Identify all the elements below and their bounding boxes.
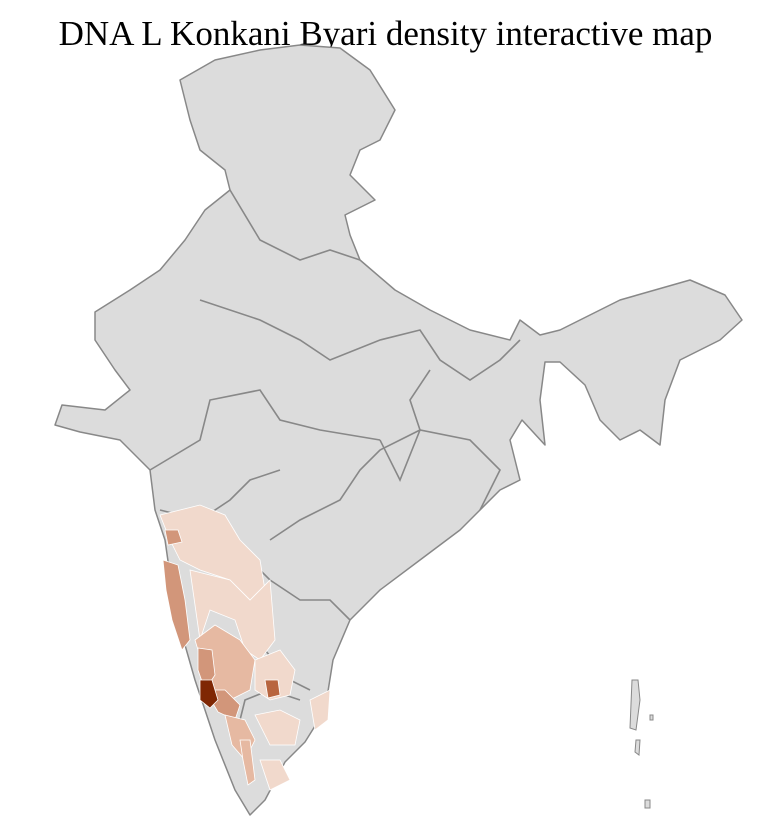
- andaman-islands: [629, 679, 654, 809]
- island[interactable]: [634, 739, 641, 756]
- india-outline: [54, 44, 743, 816]
- island[interactable]: [649, 714, 654, 721]
- district-density-0[interactable]: [309, 689, 331, 731]
- district-density-3[interactable]: [264, 679, 281, 699]
- state-border: [199, 299, 521, 381]
- district-density-2[interactable]: [164, 529, 183, 546]
- district-density-2[interactable]: [162, 559, 191, 651]
- state-border: [269, 429, 501, 541]
- state-border: [149, 389, 381, 471]
- density-districts: [159, 504, 331, 791]
- district-density-0[interactable]: [259, 759, 291, 791]
- district-density-0[interactable]: [254, 709, 301, 746]
- district-density-1[interactable]: [239, 739, 256, 786]
- state-border: [249, 559, 351, 621]
- map-title: DNA L Konkani Byari density interactive …: [58, 14, 713, 53]
- island[interactable]: [644, 799, 651, 809]
- district-density-4[interactable]: [199, 679, 219, 709]
- island[interactable]: [629, 679, 641, 731]
- state-border: [229, 189, 361, 261]
- state-border: [379, 369, 431, 482]
- district-density-0[interactable]: [254, 649, 296, 701]
